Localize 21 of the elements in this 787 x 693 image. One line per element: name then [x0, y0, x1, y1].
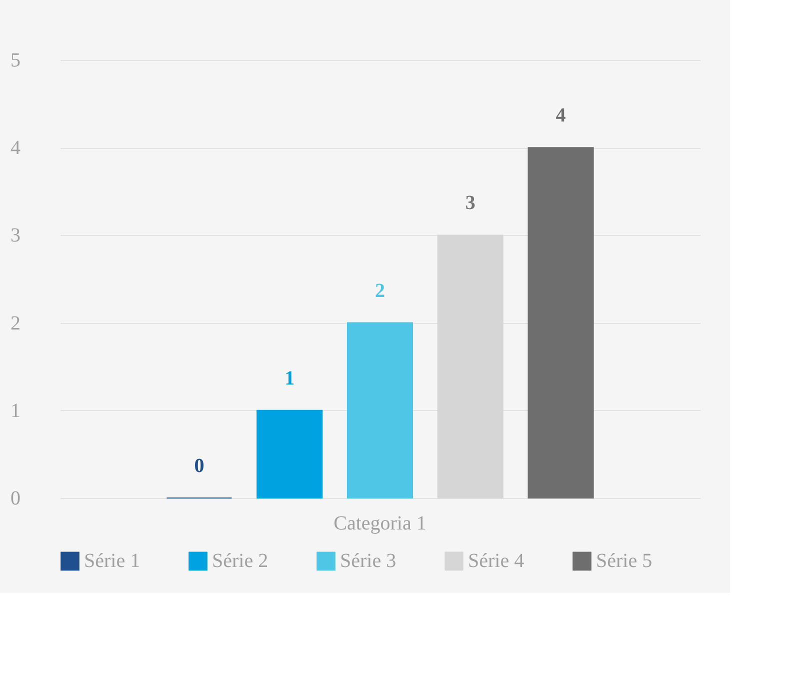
y-tick-label: 3 [10, 224, 20, 247]
legend-label: Série 2 [212, 550, 268, 572]
x-tick-label: Categoria 1 [334, 512, 426, 534]
data-label: 1 [284, 367, 295, 390]
legend-label: Série 4 [468, 550, 524, 572]
y-tick-label: 1 [10, 400, 20, 422]
legend-label: Série 5 [596, 550, 652, 572]
bar [437, 234, 504, 498]
y-tick-label: 2 [10, 312, 20, 334]
legend-label: Série 3 [340, 550, 396, 572]
y-tick-label: 0 [10, 488, 20, 510]
bar [256, 410, 323, 498]
data-label: 2 [375, 280, 385, 302]
bar [528, 147, 594, 498]
data-label: 3 [465, 192, 476, 214]
legend-label: Série 1 [84, 550, 140, 572]
y-tick-label: 5 [10, 50, 20, 72]
y-tick-label: 4 [10, 137, 20, 160]
data-label: 0 [194, 455, 204, 477]
data-label: 4 [556, 104, 566, 127]
bar [346, 322, 414, 498]
